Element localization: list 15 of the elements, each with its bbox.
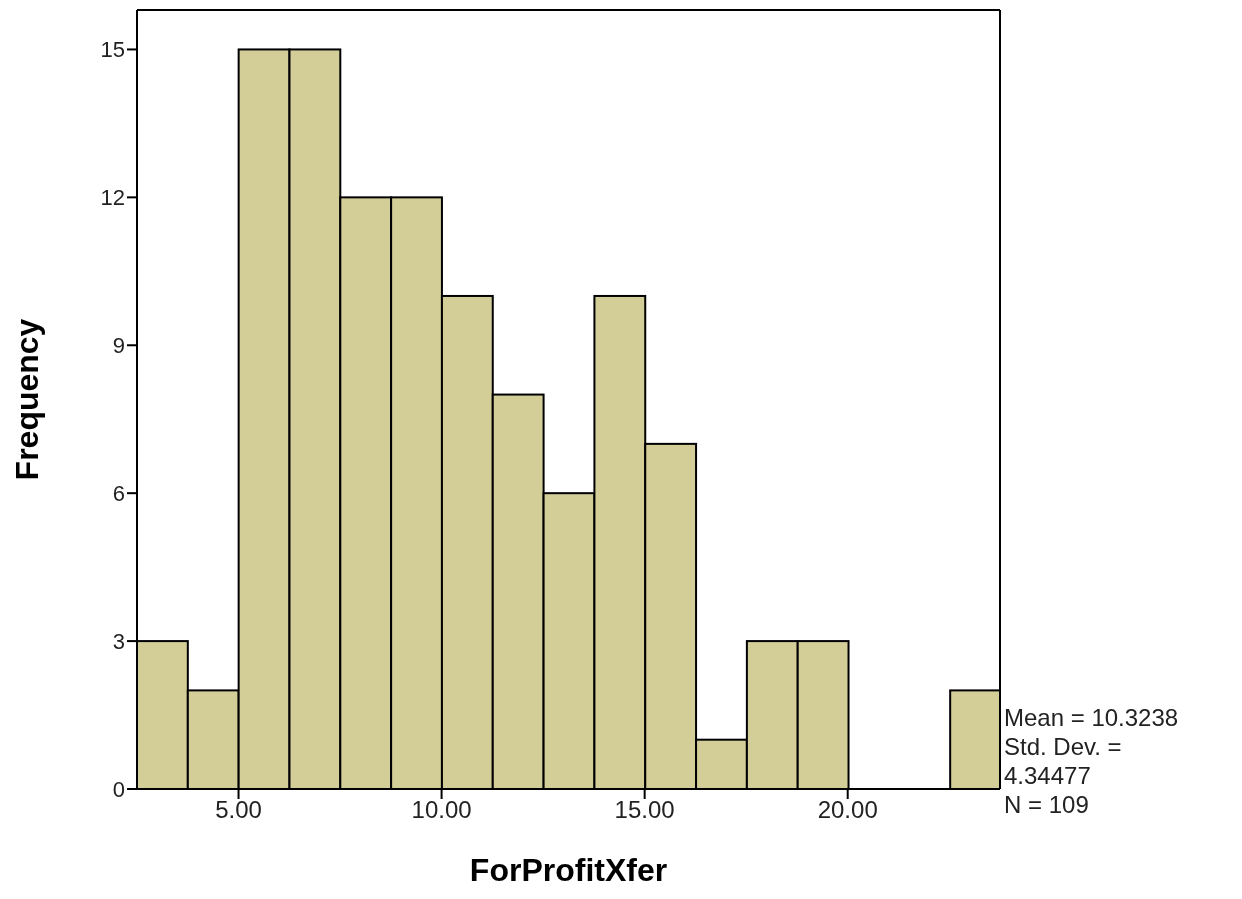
x-tick-label: 15.00: [614, 796, 675, 824]
y-tick-label: 9: [112, 333, 125, 359]
y-tick-label: 0: [112, 777, 125, 802]
y-tick-label: 15: [100, 37, 125, 63]
y-tick-label: 12: [100, 185, 125, 211]
x-axis-title: ForProfitXfer: [469, 852, 668, 888]
y-tick-label: 3: [112, 629, 125, 655]
text: Mean = 10.3238: [1004, 703, 1180, 732]
x-tick-label: 20.00: [817, 796, 878, 824]
y-tick-label: 6: [112, 481, 125, 507]
text: Std. Dev. = 4.34477: [1004, 732, 1123, 790]
text: N = 109: [1004, 790, 1090, 819]
x-tick-label: 10.00: [411, 796, 472, 824]
x-tick-label: 5.00: [215, 796, 262, 824]
y-axis-title: Frequency: [9, 318, 46, 481]
